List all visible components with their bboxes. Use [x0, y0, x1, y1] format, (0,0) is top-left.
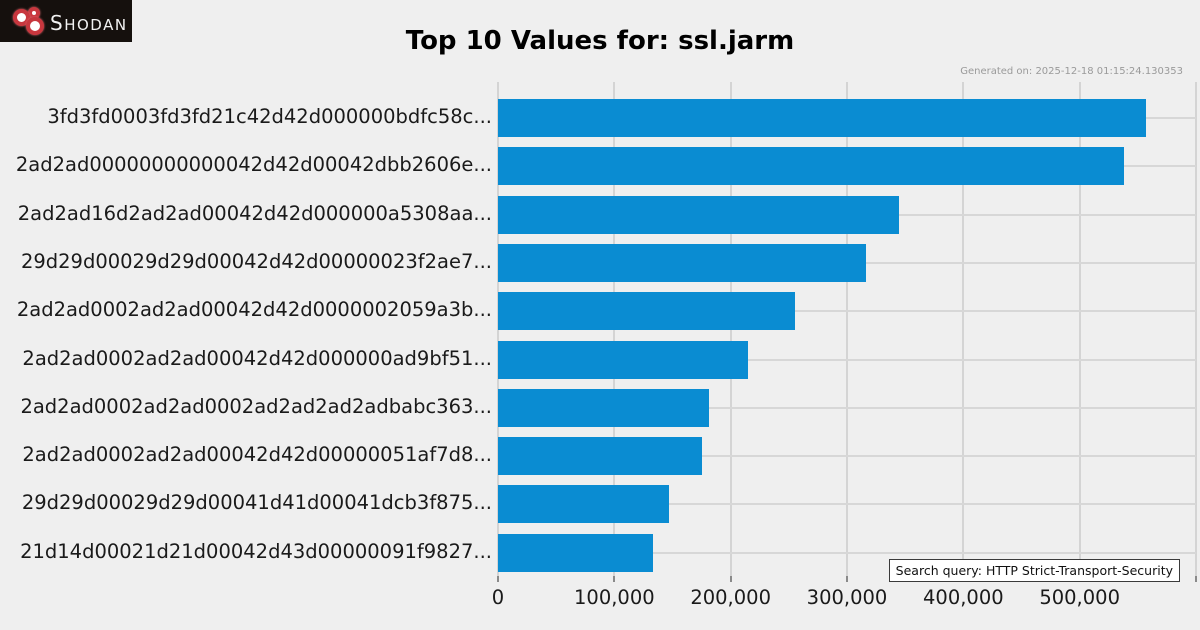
y-axis-label: 29d29d00029d29d00041d41d00041dcb3f875... [21, 491, 492, 515]
x-axis-tick-label: 0 [491, 586, 505, 609]
bar [498, 533, 653, 572]
bar [498, 485, 669, 524]
y-axis-label: 2ad2ad00000000000042d42d00042dbb2606e... [15, 153, 492, 177]
bar [498, 292, 795, 331]
y-axis-label: 2ad2ad0002ad2ad00042d42d00000051af7d8... [22, 443, 492, 467]
y-axis-label: 2ad2ad0002ad2ad00042d42d0000002059a3b... [16, 298, 492, 322]
horizontal-gridline [498, 358, 1196, 361]
horizontal-gridline [498, 310, 1196, 313]
vertical-gridline [845, 82, 848, 576]
y-axis-label: 2ad2ad0002ad2ad0002ad2ad2ad2adbabc363... [20, 394, 492, 418]
logo-circle [26, 17, 44, 35]
x-axis-tick-label: 400,000 [923, 586, 1004, 609]
y-axis-label: 2ad2ad16d2ad2ad00042d42d000000a5308aa... [17, 201, 492, 225]
bar [498, 388, 709, 427]
x-axis-tick [497, 576, 499, 582]
y-axis-label: 3fd3fd0003fd3fd21c42d42d000000bdfc58c... [47, 105, 492, 128]
x-axis-tick-label: 200,000 [690, 586, 771, 609]
shodan-logo-text: SHODAN [50, 11, 128, 35]
bar [498, 99, 1146, 137]
generated-timestamp: Generated on: 2025-12-18 01:15:24.130353 [960, 66, 1183, 77]
bar [498, 340, 749, 379]
search-query-text: Search query: HTTP Strict-Transport-Secu… [895, 563, 1173, 578]
x-axis-tick [729, 576, 732, 582]
x-axis-tick-label: 500,000 [1039, 586, 1120, 609]
bar [498, 243, 866, 282]
horizontal-gridline [498, 551, 1196, 554]
bar [498, 147, 1124, 186]
page-title: Top 10 Values for: ssl.jarm [405, 26, 795, 56]
y-axis-label: 2ad2ad0002ad2ad00042d42d000000ad9bf51... [22, 346, 492, 370]
x-axis-tick-label: 100,000 [574, 586, 655, 609]
shodan-logo-icon [0, 0, 50, 42]
bar [498, 437, 702, 476]
horizontal-gridline [498, 455, 1196, 458]
x-axis-tick-label: 300,000 [806, 586, 888, 609]
y-axis-label: 29d29d00029d29d00042d42d00000023f2ae7... [20, 249, 492, 273]
search-query-box: Search query: HTTP Strict-Transport-Secu… [888, 559, 1180, 582]
horizontal-gridline [498, 406, 1196, 409]
logo-circle [13, 9, 30, 26]
x-axis-tick [613, 576, 616, 582]
horizontal-gridline [498, 503, 1196, 506]
x-axis-tick [1194, 576, 1197, 582]
vertical-gridline [962, 82, 965, 576]
x-axis-tick [845, 576, 848, 582]
shodan-logo[interactable]: SHODAN [0, 0, 132, 42]
vertical-gridline [1194, 82, 1197, 576]
vertical-gridline [1078, 82, 1081, 576]
bar [498, 195, 900, 234]
y-axis-label: 21d14d00021d21d00042d43d00000091f9827... [20, 539, 492, 563]
